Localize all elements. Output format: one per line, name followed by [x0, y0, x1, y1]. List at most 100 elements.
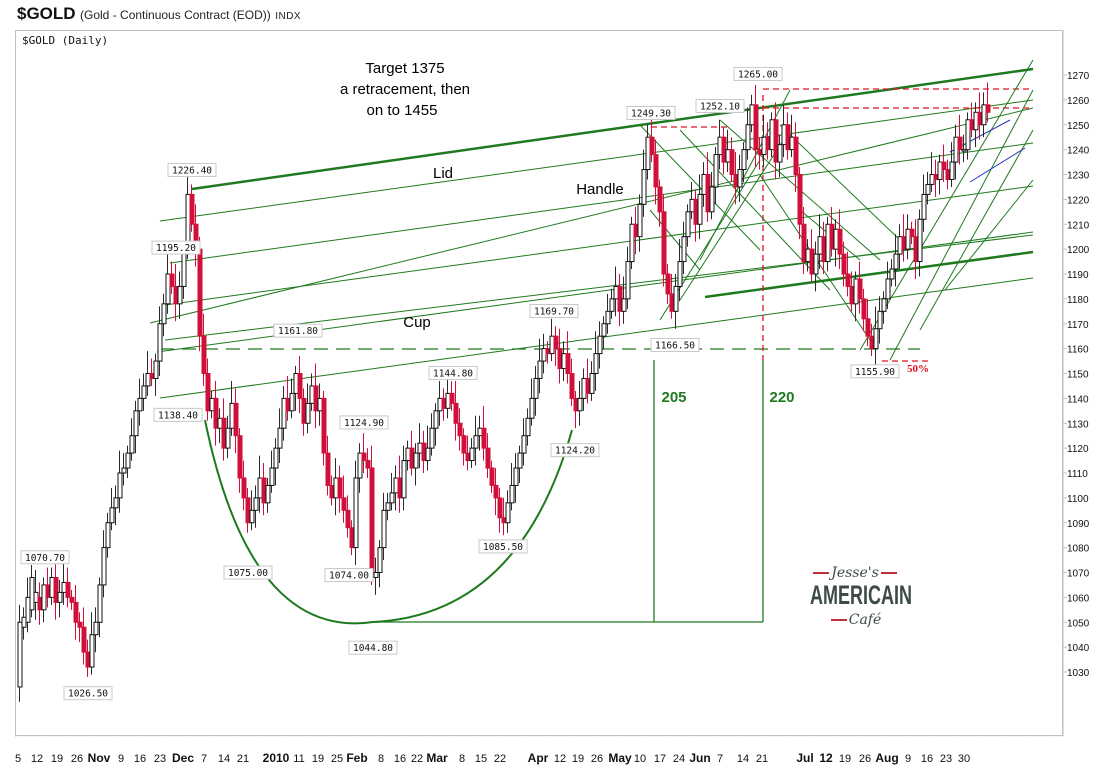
x-tick-label: 17 — [654, 753, 666, 765]
x-tick-label: 19 — [839, 753, 851, 765]
x-tick-label: 8 — [459, 753, 465, 765]
y-tick-label: 1140 — [1067, 394, 1089, 405]
x-tick-label: 19 — [312, 753, 324, 765]
y-tick-label: 1220 — [1067, 195, 1090, 206]
svg-text:1144.80: 1144.80 — [433, 368, 473, 379]
x-tick-label: Jul — [796, 751, 813, 765]
x-tick-label: 16 — [921, 753, 933, 765]
x-tick-label: Nov — [88, 751, 111, 765]
x-tick-label: Dec — [172, 751, 194, 765]
svg-text:1169.70: 1169.70 — [534, 306, 574, 317]
x-tick-label: 12 — [554, 753, 566, 765]
x-tick-label: 19 — [51, 753, 63, 765]
x-tick-label: May — [608, 751, 632, 765]
y-tick-label: 1040 — [1067, 643, 1090, 654]
price-label: 1166.50 — [650, 337, 700, 352]
x-tick-label: 7 — [717, 753, 723, 765]
svg-text:1252.10: 1252.10 — [700, 102, 740, 113]
chart-annotation: Target 1375 — [365, 60, 444, 77]
x-tick-label: Apr — [528, 751, 549, 765]
chart-annotation: 205 — [661, 389, 686, 406]
y-tick-label: 1200 — [1067, 245, 1090, 256]
y-tick-label: 1190 — [1067, 270, 1089, 281]
svg-text:1044.80: 1044.80 — [353, 643, 393, 654]
price-label: 1169.70 — [529, 303, 579, 318]
x-tick-label: 10 — [634, 753, 646, 765]
x-tick-label: 8 — [378, 753, 384, 765]
y-tick-label: 1060 — [1067, 593, 1090, 604]
price-label: 1124.90 — [339, 415, 389, 430]
price-label: 1195.20 — [151, 240, 201, 255]
y-tick-label: 1080 — [1067, 544, 1090, 555]
x-tick-label: 14 — [737, 753, 749, 765]
price-label: 1070.70 — [20, 550, 70, 565]
x-tick-label: 30 — [958, 753, 970, 765]
y-tick-label: 1210 — [1067, 220, 1090, 231]
x-tick-label: 16 — [134, 753, 146, 765]
x-tick-label: 2010 — [263, 751, 290, 765]
svg-text:1195.20: 1195.20 — [156, 243, 196, 254]
logo-line3: Café — [848, 612, 882, 628]
price-label: 1085.50 — [478, 539, 528, 554]
x-tick-label: 26 — [71, 753, 83, 765]
x-tick-label: 15 — [475, 753, 487, 765]
y-tick-label: 1240 — [1067, 146, 1090, 157]
exchange: INDX — [275, 11, 302, 22]
chart-annotation: Handle — [576, 181, 624, 198]
candles — [17, 82, 991, 702]
x-tick-label: 9 — [905, 753, 911, 765]
svg-text:1124.90: 1124.90 — [344, 418, 384, 429]
price-label: 1226.40 — [167, 162, 217, 177]
y-tick-label: 1160 — [1067, 345, 1089, 356]
x-tick-label: 23 — [154, 753, 166, 765]
svg-text:1166.50: 1166.50 — [655, 340, 695, 351]
plot-title: $GOLD (Daily) — [22, 34, 109, 47]
svg-text:1161.80: 1161.80 — [278, 326, 318, 337]
y-tick-label: 1250 — [1067, 121, 1090, 132]
y-tick-label: 1230 — [1067, 171, 1090, 182]
svg-text:1249.30: 1249.30 — [631, 108, 671, 119]
svg-text:1075.00: 1075.00 — [228, 568, 268, 579]
x-tick-label: 25 — [331, 753, 343, 765]
chart-annotation: on to 1455 — [367, 102, 438, 119]
svg-text:1265.00: 1265.00 — [738, 69, 778, 80]
svg-text:1138.40: 1138.40 — [158, 410, 198, 421]
svg-text:1155.90: 1155.90 — [855, 367, 895, 378]
x-tick-label: 21 — [237, 753, 249, 765]
price-label: 1026.50 — [63, 686, 113, 701]
x-tick-label: 12 — [819, 751, 833, 765]
x-tick-label: 9 — [118, 753, 124, 765]
chart-header: $GOLD (Gold - Continuous Contract (EOD))… — [17, 4, 301, 24]
x-tick-label: 26 — [859, 753, 871, 765]
cup-arc — [204, 419, 573, 625]
y-tick-label: 1170 — [1067, 320, 1089, 331]
svg-text:1070.70: 1070.70 — [25, 553, 65, 564]
x-tick-label: Aug — [875, 751, 898, 765]
svg-text:1085.50: 1085.50 — [483, 542, 523, 553]
x-tick-label: 19 — [572, 753, 584, 765]
x-tick-label: 26 — [591, 753, 603, 765]
watermark-logo: Jesse's AMERICAIN Café — [810, 565, 912, 655]
svg-text:1026.50: 1026.50 — [68, 689, 108, 700]
y-tick-label: 1270 — [1067, 71, 1090, 82]
price-label: 1144.80 — [428, 365, 478, 380]
x-tick-label: 14 — [218, 753, 230, 765]
price-label: 1252.10 — [695, 99, 745, 114]
price-label: 1265.00 — [733, 66, 783, 81]
logo-line1: Jesse's — [831, 565, 879, 581]
x-tick-label: Feb — [346, 751, 367, 765]
x-tick-label: 5 — [15, 753, 21, 765]
chart-annotation: Lid — [433, 165, 453, 182]
x-tick-label: 23 — [940, 753, 952, 765]
chart-annotation: a retracement, then — [340, 81, 470, 98]
price-label: 1138.40 — [153, 407, 203, 422]
y-tick-label: 1090 — [1067, 519, 1090, 530]
chart-annotation: 50% — [907, 363, 929, 375]
y-tick-label: 1150 — [1067, 370, 1089, 381]
svg-text:1074.00: 1074.00 — [329, 571, 369, 582]
y-tick-label: 1120 — [1067, 444, 1089, 455]
x-tick-label: 22 — [411, 753, 423, 765]
price-label: 1074.00 — [324, 568, 374, 583]
chart-annotation: Cup — [403, 314, 431, 331]
